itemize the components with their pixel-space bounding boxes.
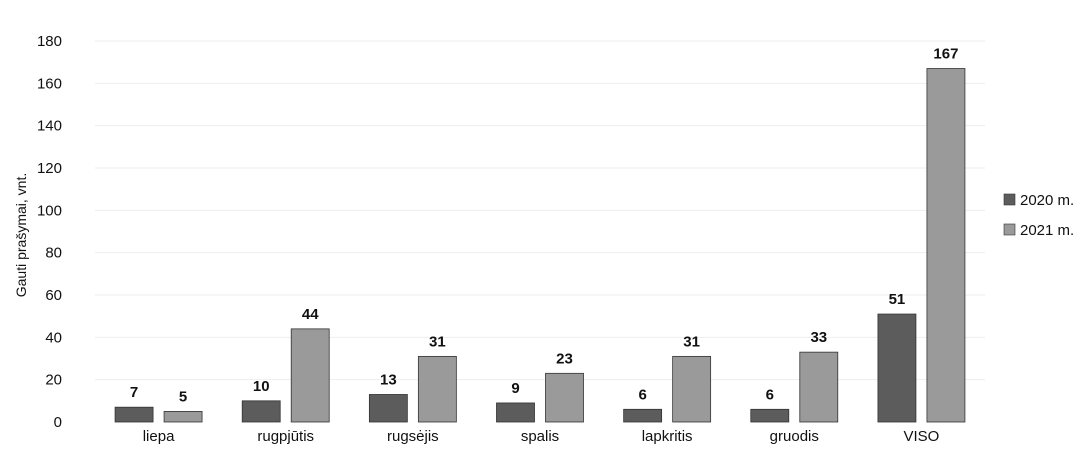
y-tick-label: 20: [45, 372, 62, 389]
legend-label-2021: 2021 m.: [1020, 222, 1074, 239]
legend: 2020 m. 2021 m.: [1003, 192, 1074, 239]
data-label: 167: [933, 46, 958, 63]
bar-2020: [241, 400, 281, 423]
y-tick-label: 60: [45, 287, 62, 304]
bar-2021: [163, 411, 203, 423]
x-category-label: spalis: [521, 428, 559, 445]
data-label: 6: [766, 386, 774, 403]
y-axis-ticks: 0 20 40 60 80 100 120 140 160 180: [37, 33, 62, 431]
data-label: 31: [683, 333, 700, 350]
x-category-label: rugsėjis: [387, 428, 439, 445]
bar-2021: [290, 328, 330, 423]
data-label: 6: [638, 386, 646, 403]
bar-2021: [672, 355, 712, 423]
data-label: 33: [810, 329, 827, 346]
y-tick-label: 100: [37, 202, 62, 219]
bar-2021: [545, 372, 584, 423]
bar-2020: [750, 408, 790, 423]
y-tick-label: 120: [37, 160, 62, 177]
legend-swatch-2021: [1003, 223, 1016, 236]
data-label: 10: [253, 378, 270, 395]
data-label: 23: [556, 350, 573, 367]
y-tick-label: 40: [45, 329, 62, 346]
data-label: 31: [429, 333, 446, 350]
data-label: 13: [380, 371, 397, 388]
y-tick-label: 160: [37, 75, 62, 92]
x-axis-categories: liepa rugpjūtis rugsėjis spalis lapkritis gru…: [143, 428, 940, 445]
x-category-label: gruodis: [770, 428, 819, 445]
bar-2021: [799, 351, 839, 423]
bar-2020: [496, 402, 535, 423]
x-category-label: VISO: [903, 428, 939, 445]
data-label: 51: [889, 291, 906, 308]
data-label: 44: [302, 306, 319, 323]
bar-2021: [926, 68, 966, 423]
y-tick-label: 80: [45, 245, 62, 262]
bars: [114, 68, 966, 423]
x-category-label: lapkritis: [642, 428, 693, 445]
data-labels: 7 5 10 44 13 31 9 23 6 31 6 33 51 167: [130, 46, 959, 406]
bar-2020: [623, 408, 663, 423]
bar-2020: [114, 406, 154, 423]
gridlines: [95, 40, 985, 381]
data-label: 5: [179, 388, 187, 405]
bar-2021: [417, 355, 457, 423]
y-tick-label: 0: [54, 414, 62, 431]
y-tick-label: 180: [37, 33, 62, 50]
y-axis-title: Gauti prašymai, vnt.: [13, 173, 29, 298]
bar-2020: [368, 394, 408, 423]
bar-2020: [877, 313, 917, 423]
legend-label-2020: 2020 m.: [1020, 192, 1074, 209]
data-label: 7: [130, 384, 138, 401]
x-category-label: rugpjūtis: [257, 428, 314, 445]
y-tick-label: 140: [37, 118, 62, 135]
x-category-label: liepa: [143, 428, 175, 445]
data-label: 9: [511, 380, 519, 397]
legend-swatch-2020: [1003, 193, 1016, 206]
